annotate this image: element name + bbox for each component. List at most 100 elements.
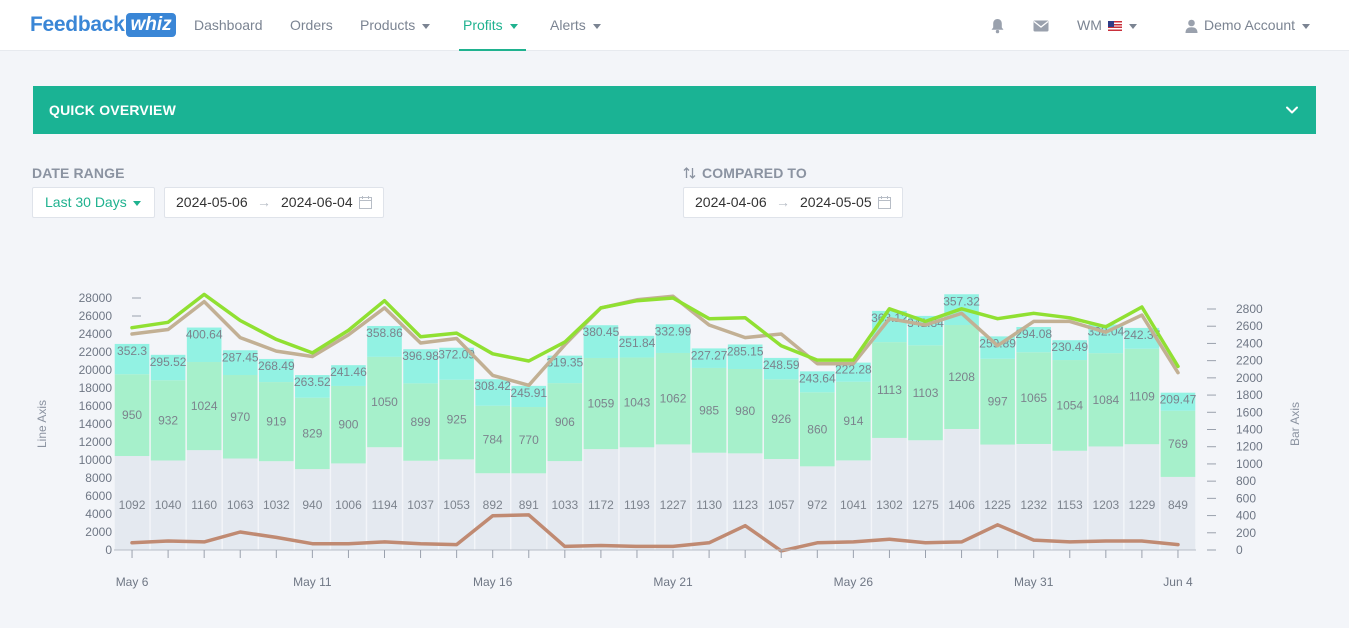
compare-date-picker[interactable]: 2024-04-06 → 2024-05-05	[683, 187, 903, 218]
bar-label-bottom: 1172	[588, 498, 614, 512]
bar-segment-bottom	[583, 449, 619, 550]
bar-segment-top	[186, 327, 222, 363]
quick-overview-panel[interactable]: QUICK OVERVIEW	[33, 86, 1316, 134]
bar-segment-top	[511, 385, 547, 408]
line-series-brown	[130, 513, 1180, 553]
left-tick-label: 6000	[85, 489, 112, 503]
bar-label-top: 263.52	[294, 375, 331, 389]
bar-segment-top	[439, 347, 474, 380]
bar-label-middle: 829	[302, 426, 322, 440]
bar-segment-middle	[799, 392, 835, 467]
bar-label-top: 308.42	[474, 379, 511, 393]
x-tick-label: May 21	[653, 575, 693, 589]
bar-segment-top	[475, 379, 511, 406]
bar-label-bottom: 972	[807, 498, 827, 512]
bar-segment-top	[150, 354, 186, 381]
date-range-picker[interactable]: 2024-05-06 → 2024-06-04	[164, 187, 384, 218]
bar-label-top: 400.64	[186, 328, 223, 342]
right-axis-title: Bar Axis	[1288, 402, 1302, 446]
top-nav: Feedback whiz Dashboard Orders Products …	[0, 0, 1349, 51]
bar-label-bottom: 1232	[1020, 498, 1047, 512]
marketplace-selector[interactable]: WM	[1077, 0, 1137, 51]
range-end-date[interactable]: 2024-06-04	[281, 194, 353, 210]
bar-label-bottom: 1040	[155, 498, 182, 512]
bar-segment-bottom	[367, 447, 402, 550]
line-series-green	[130, 292, 1180, 369]
bar-label-bottom: 1193	[624, 498, 650, 512]
bar-label-top: 380.45	[583, 325, 620, 339]
bell-icon	[991, 19, 1004, 34]
bar-label-bottom: 1053	[443, 498, 470, 512]
nav-products[interactable]: Products	[360, 0, 431, 51]
left-tick-label: 16000	[79, 399, 113, 413]
account-menu[interactable]: Demo Account	[1185, 0, 1311, 51]
bar-segment-middle	[836, 381, 871, 461]
bar-label-top: 287.45	[222, 350, 259, 364]
envelope-icon	[1033, 20, 1049, 32]
left-axis-title: Line Axis	[35, 400, 49, 448]
right-tick-label: 400	[1236, 509, 1256, 523]
bar-label-middle: 914	[843, 414, 863, 428]
left-tick-label: 12000	[79, 435, 113, 449]
compare-start-date[interactable]: 2024-04-06	[695, 194, 767, 210]
bar-label-bottom: 891	[519, 498, 539, 512]
bar-label-top: 222.28	[835, 363, 872, 377]
bar-label-middle: 950	[122, 408, 142, 422]
right-tick-label: 1400	[1236, 423, 1263, 437]
bar-segment-top	[980, 336, 1015, 359]
bar-label-bottom: 1032	[263, 498, 290, 512]
bar-label-middle: 1062	[660, 392, 687, 406]
bar-segment-top	[403, 349, 438, 384]
nav-orders[interactable]: Orders	[290, 17, 333, 33]
nav-profits[interactable]: Profits	[459, 0, 526, 51]
calendar-icon	[359, 196, 372, 209]
left-tick-label: 22000	[79, 345, 113, 359]
bar-segment-middle	[763, 379, 799, 460]
bar-segment-top	[691, 348, 727, 368]
bar-segment-middle	[619, 357, 655, 448]
left-tick-label: 28000	[79, 291, 113, 305]
bar-segment-bottom	[511, 473, 547, 550]
bar-segment-middle	[908, 345, 943, 441]
chevron-down-icon[interactable]	[1284, 102, 1300, 118]
arrow-right-icon: →	[776, 194, 790, 210]
bar-segment-top	[331, 365, 366, 386]
bar-label-bottom: 1006	[335, 498, 362, 512]
bar-label-bottom: 1225	[984, 498, 1011, 512]
quick-overview-title: QUICK OVERVIEW	[49, 102, 177, 118]
range-start-date[interactable]: 2024-05-06	[176, 194, 248, 210]
bar-segment-bottom	[1124, 444, 1160, 550]
notifications-button[interactable]	[990, 0, 1005, 51]
bar-label-top: 294.08	[1015, 327, 1052, 341]
date-range-preset-select[interactable]: Last 30 Days	[32, 187, 155, 218]
left-tick-label: 0	[105, 543, 112, 557]
feedbackwhiz-logo[interactable]: Feedback whiz	[30, 11, 176, 39]
bar-label-middle: 899	[411, 415, 431, 429]
bar-label-middle: 1065	[1020, 391, 1047, 405]
bar-label-top: 251.84	[619, 336, 656, 350]
bar-segment-top	[222, 350, 258, 376]
bar-label-top: 295.52	[150, 355, 187, 369]
bar-label-top: 352.3	[117, 344, 147, 358]
bar-segment-bottom	[980, 444, 1015, 550]
left-tick-label: 18000	[79, 381, 113, 395]
chevron-down-icon	[422, 23, 431, 29]
bar-label-middle: 1043	[624, 395, 651, 409]
bar-segment-bottom	[944, 428, 979, 550]
compare-end-date[interactable]: 2024-05-05	[800, 194, 872, 210]
chevron-down-icon	[1128, 23, 1137, 29]
bar-label-bottom: 1275	[912, 498, 939, 512]
nav-alerts[interactable]: Alerts	[550, 0, 601, 51]
bar-segment-bottom	[295, 469, 330, 550]
x-tick-label: May 6	[116, 575, 149, 589]
bar-segment-bottom	[150, 460, 186, 550]
bar-label-middle: 925	[447, 413, 467, 427]
bar-label-middle: 1113	[877, 383, 902, 397]
bar-segment-bottom	[799, 466, 835, 550]
bar-label-bottom: 849	[1168, 498, 1188, 512]
bar-label-top: 396.98	[402, 349, 439, 363]
bar-label-bottom: 940	[302, 498, 322, 512]
messages-button[interactable]	[1033, 0, 1049, 51]
bar-segment-bottom	[655, 444, 691, 550]
nav-dashboard[interactable]: Dashboard	[194, 17, 263, 33]
